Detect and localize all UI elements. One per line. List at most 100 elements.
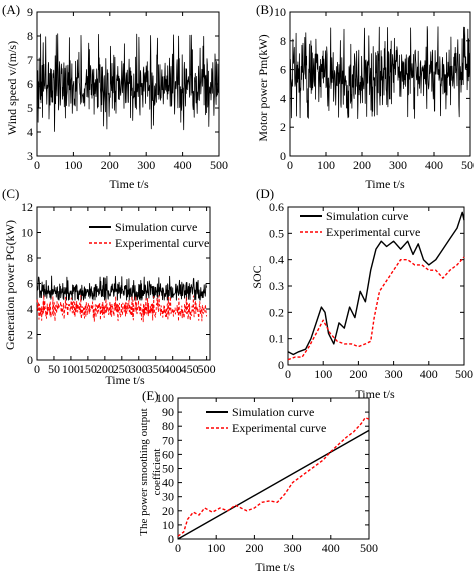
y-tick-label-a: 8	[27, 29, 33, 43]
y-tick-label-c: 4	[27, 302, 33, 316]
series-line-d-2	[287, 256, 465, 361]
chart-b: 0 100 200 300 400 500 0 2 4 6 8 10	[274, 5, 474, 172]
x-axis-label-b: Time t/s	[365, 177, 405, 191]
plot-frame-c	[36, 206, 211, 361]
y-tick-label-e: 70	[162, 433, 174, 447]
y-tick-label-e: 90	[162, 405, 174, 419]
y-tick-label-b: 6	[280, 63, 286, 77]
x-tick-label-d: 400	[420, 367, 438, 381]
x-tick-label-d: 300	[385, 367, 403, 381]
y-tick-label-e: 40	[162, 476, 174, 490]
y-tick-label-d: 0.6	[269, 200, 284, 214]
y-tick-label-d: 0	[278, 358, 284, 372]
y-axis-label-e-line-2: coefficient	[151, 449, 163, 496]
y-tick-label-a: 9	[27, 5, 33, 19]
y-tick-label-d: 0.2	[269, 305, 284, 319]
plot-frame-d	[287, 206, 465, 366]
x-tick-label-c: 0	[34, 362, 40, 376]
y-axis-label-a: Wind speed v/(m/s)	[5, 41, 19, 135]
y-tick-label-a: 7	[27, 53, 33, 67]
x-tick-label-e: 400	[322, 541, 340, 555]
y-tick-label-b: 0	[280, 149, 286, 163]
y-tick-label-e: 50	[162, 462, 174, 476]
x-axis-label-d: Time t/s	[355, 387, 395, 401]
plot-frame-a	[36, 11, 220, 157]
y-tick-label-d: 0.3	[269, 279, 284, 293]
x-tick-label-b: 200	[353, 158, 371, 172]
x-tick-label-b: 100	[317, 158, 335, 172]
series-line-e-2	[177, 417, 370, 537]
x-tick-label-a: 200	[101, 158, 119, 172]
chart-d: 0 100 200 300 400 500 0 0.1 0.2 0.3 0.4 0.5 0.6 Simul…	[269, 200, 473, 381]
y-tick-label-b: 4	[280, 91, 286, 105]
y-tick-label-b: 2	[280, 120, 286, 134]
y-tick-label-d: 0.4	[269, 253, 284, 267]
y-tick-label-c: 6	[27, 277, 33, 291]
legend-label-d: Simulation curve	[326, 209, 408, 223]
y-tick-label-c: 0	[27, 353, 33, 367]
x-tick-label-d: 100	[314, 367, 332, 381]
y-tick-label-a: 4	[27, 125, 33, 139]
y-tick-label-b: 8	[280, 34, 286, 48]
y-tick-label-c: 10	[21, 226, 33, 240]
x-tick-label-b: 500	[461, 158, 474, 172]
x-tick-label-a: 500	[210, 158, 228, 172]
plot-frame-e	[177, 397, 370, 540]
panel-a: (A) Time t/s Wind speed v/(m/s)	[2, 2, 149, 191]
x-axis-label-e: Time t/s	[255, 560, 295, 573]
panel-c: (C) Time t/s Generation power PG(kW)	[2, 186, 145, 387]
y-tick-label-c: 8	[27, 251, 33, 265]
x-tick-label-b: 400	[425, 158, 443, 172]
y-tick-label-e: 30	[162, 490, 174, 504]
x-tick-label-a: 0	[34, 158, 40, 172]
series-line-d-1	[287, 211, 465, 356]
y-axis-label-e: The power smoothing outputcoefficient	[138, 408, 163, 535]
x-tick-label-e: 100	[207, 541, 225, 555]
panel-label-c: (C)	[2, 186, 19, 201]
x-tick-label-e: 500	[360, 541, 378, 555]
plots: 0100200300400500345678901002003004005000…	[21, 5, 474, 555]
x-tick-label-c: 350	[147, 362, 165, 376]
legend-label-d: Experimental curve	[326, 225, 420, 239]
x-tick-label-c: 100	[62, 362, 80, 376]
y-tick-label-e: 80	[162, 419, 174, 433]
x-tick-label-a: 400	[174, 158, 192, 172]
panel-e: (E) Time t/s The power smoothing outputc…	[138, 388, 295, 573]
y-tick-label-e: 20	[162, 504, 174, 518]
x-tick-label-c: 50	[48, 362, 60, 376]
y-tick-label-d: 0.5	[269, 226, 284, 240]
x-tick-label-e: 200	[245, 541, 263, 555]
series-line-a	[36, 33, 220, 132]
x-tick-label-c: 300	[130, 362, 148, 376]
y-tick-label-d: 0.1	[269, 332, 284, 346]
x-tick-label-b: 300	[389, 158, 407, 172]
x-axis-label-a: Time t/s	[109, 177, 149, 191]
x-tick-label-c: 250	[113, 362, 131, 376]
legend-label-c: Simulation curve	[115, 220, 197, 234]
y-axis-label-e-line-1: The power smoothing output	[138, 408, 150, 535]
x-tick-label-c: 450	[181, 362, 199, 376]
y-tick-label-a: 5	[27, 101, 33, 115]
series-line-c-2	[36, 294, 208, 323]
panel-label-d: (D)	[256, 186, 274, 201]
chart-e: 0 100 200 300 400 5000102030405060708090100Si…	[156, 391, 378, 555]
x-tick-label-d: 200	[349, 367, 367, 381]
y-tick-label-e: 10	[162, 518, 174, 532]
series-line-e-1	[177, 429, 370, 540]
x-tick-label-e: 0	[175, 541, 181, 555]
x-tick-label-d: 500	[455, 367, 473, 381]
y-tick-label-c: 2	[27, 328, 33, 342]
panel-label-e: (E)	[142, 388, 159, 403]
y-tick-label-a: 6	[27, 77, 33, 91]
y-axis-label-b: Motor power Pm(kW)	[256, 34, 270, 141]
y-tick-label-e: 100	[156, 391, 174, 405]
y-axis-label-d: SOC	[250, 265, 264, 288]
legend-label-c: Experimental curve	[115, 236, 209, 250]
y-tick-label-c: 12	[21, 200, 33, 214]
y-tick-label-b: 10	[274, 5, 286, 19]
x-tick-label-d: 0	[285, 367, 291, 381]
legend-label-e: Experimental curve	[232, 421, 326, 435]
x-axis-label-c: Time t/s	[105, 373, 145, 387]
